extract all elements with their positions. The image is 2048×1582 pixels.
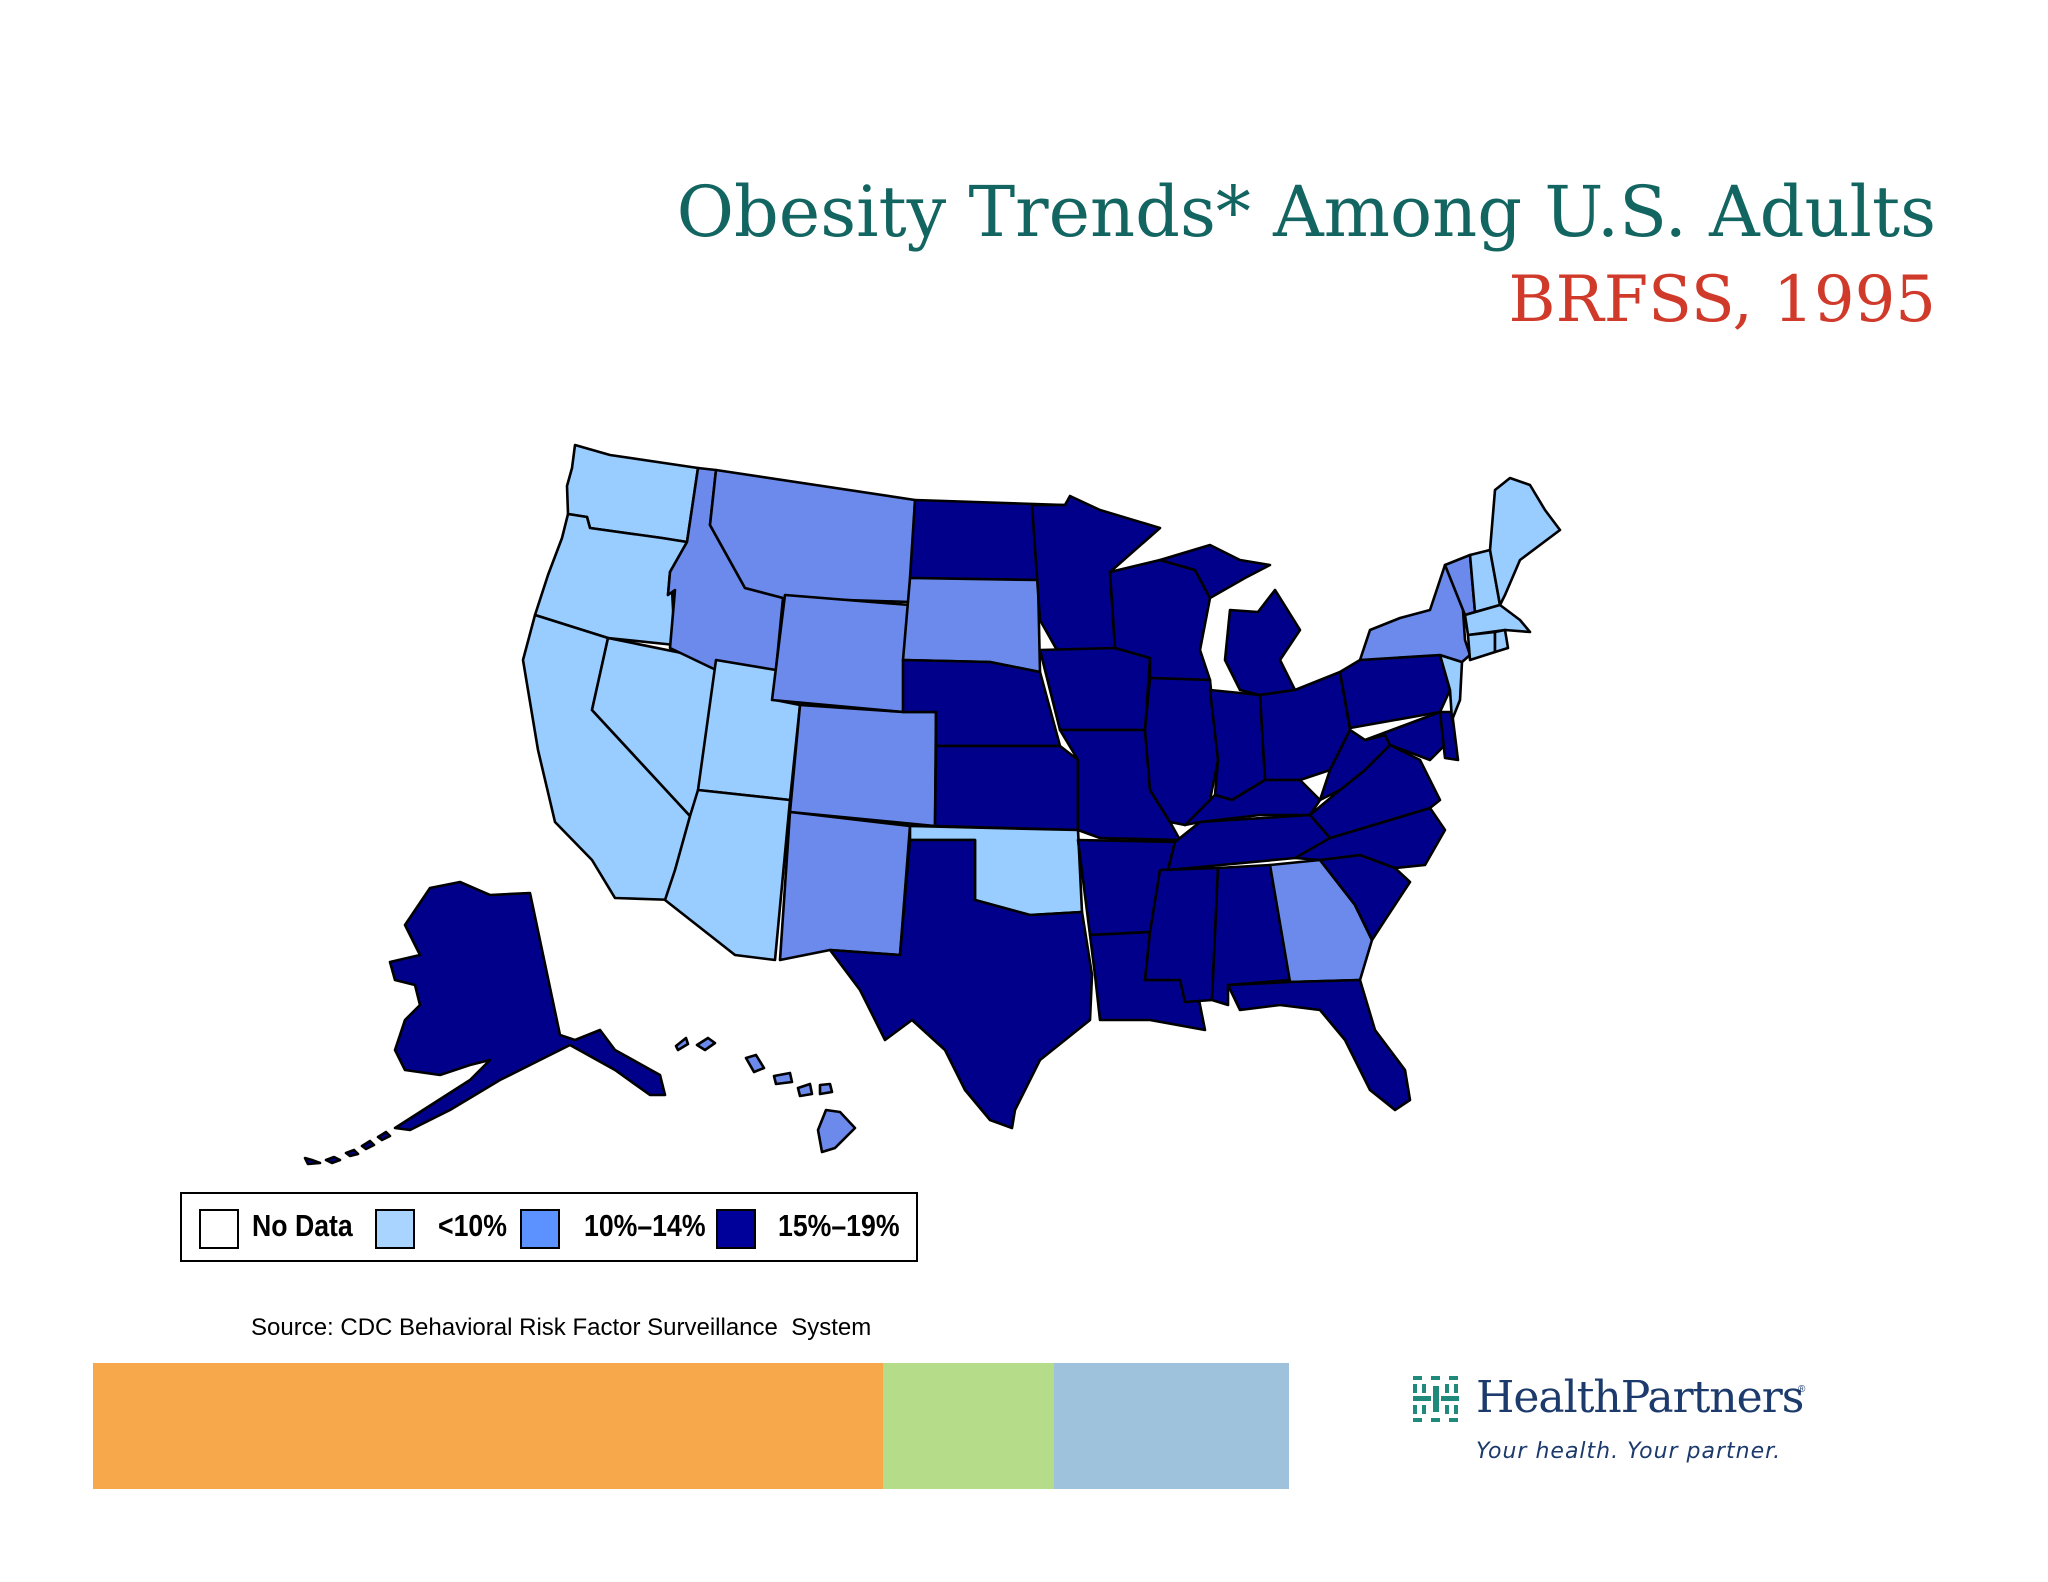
legend-swatch-10-14 — [520, 1209, 560, 1249]
chart-subtitle: BRFSS, 1995 — [1508, 263, 1936, 337]
state-wy — [770, 593, 912, 714]
legend-swatch-lt10 — [375, 1209, 415, 1249]
legend-label-lt10: <10% — [438, 1208, 507, 1243]
state-mi — [1223, 588, 1302, 697]
state-ky — [1183, 778, 1322, 827]
chart-title: Obesity Trends* Among U.S. Adults — [676, 171, 1936, 253]
state-de — [1438, 710, 1460, 762]
state-ri — [1493, 628, 1510, 654]
state-ia — [1038, 646, 1152, 732]
legend-swatch-no-data — [199, 1209, 239, 1249]
state-ak-islands — [303, 1130, 392, 1166]
state-fl — [1226, 978, 1412, 1112]
state-mt — [708, 468, 917, 604]
state-ks — [933, 744, 1080, 832]
source-note: Source: CDC Behavioral Risk Factor Surve… — [251, 1314, 872, 1341]
state-mi-up — [1158, 543, 1272, 600]
logo-tagline: Your health. Your partner. — [1476, 1439, 1782, 1464]
state-sd — [901, 576, 1042, 674]
state-nc — [1293, 806, 1447, 870]
logo-registered-mark: ® — [1798, 1384, 1806, 1395]
footer-bar-blue — [1054, 1363, 1289, 1489]
footer-bar-orange — [93, 1363, 883, 1489]
state-mn — [1030, 494, 1162, 654]
legend-label-10-14: 10%–14% — [584, 1208, 706, 1243]
state-nm — [778, 810, 912, 962]
healthpartners-logo: HealthPartners ® Your health. Your partn… — [1410, 1370, 1810, 1480]
legend-label-no-data: No Data — [252, 1208, 353, 1243]
healthpartners-mark-icon — [1413, 1376, 1459, 1422]
legend: No Data <10% 10%–14% 15%–19% — [180, 1192, 918, 1262]
state-ak — [388, 880, 667, 1132]
state-tx — [828, 838, 1094, 1130]
legend-swatch-15-19 — [716, 1209, 756, 1249]
state-az — [663, 788, 792, 962]
state-co — [788, 703, 938, 828]
state-ct — [1466, 630, 1497, 662]
state-me — [1488, 476, 1562, 607]
footer-bar-green — [883, 1363, 1054, 1489]
legend-label-15-19: 15%–19% — [778, 1208, 900, 1243]
state-hi — [674, 1036, 857, 1154]
logo-name: HealthPartners — [1476, 1372, 1804, 1423]
